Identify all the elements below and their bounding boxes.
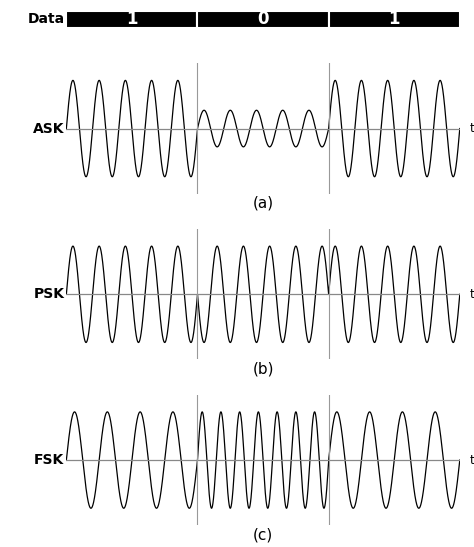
Bar [328,11,460,28]
Text: time: time [470,122,474,135]
Text: 1: 1 [389,10,400,28]
Text: (a): (a) [253,196,273,211]
Text: time: time [470,453,474,467]
Text: PSK: PSK [33,287,64,301]
Text: time: time [470,288,474,301]
Text: (b): (b) [252,362,274,376]
Text: 0: 0 [257,10,269,28]
Text: Data: Data [27,13,64,26]
Text: ASK: ASK [33,121,64,136]
Bar [198,11,328,28]
Text: 1: 1 [126,10,137,28]
Text: FSK: FSK [34,453,64,467]
Bar [66,11,198,28]
Text: (c): (c) [253,527,273,542]
